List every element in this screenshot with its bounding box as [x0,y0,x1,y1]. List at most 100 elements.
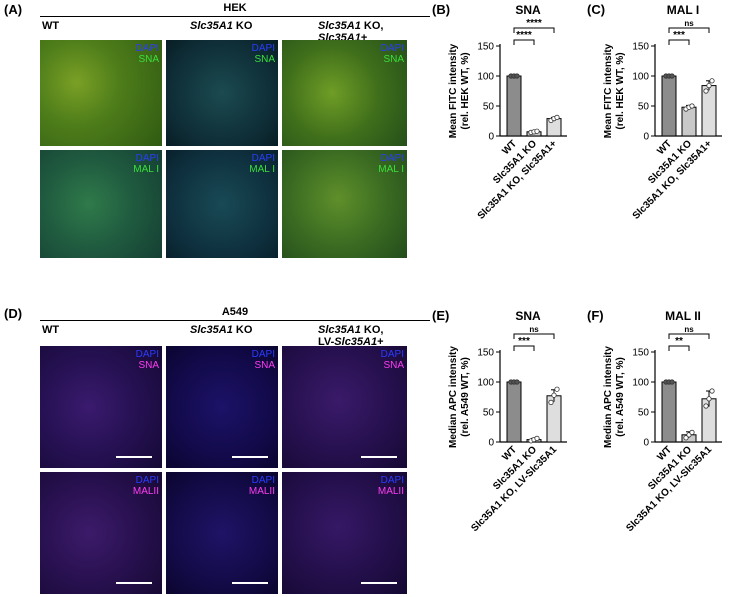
y-tick-label: 50 [483,408,495,419]
significance-label: *** [673,30,685,41]
stain-label-dapi: DAPI [135,349,159,360]
micrograph-a549-ko-sna: DAPI SNA [166,346,278,468]
data-point [706,396,712,402]
stain-label-mali: MAL I [249,164,275,175]
stain-label-malii: MALII [377,486,404,497]
significance-bracket [668,39,690,45]
significance-label: ns [684,19,694,28]
chart-title: MAL I [667,3,699,17]
data-point [689,103,695,109]
data-point [551,392,557,398]
data-point [669,73,675,79]
micrograph-hek-ko-sna: DAPI SNA [166,40,278,146]
chart-title: SNA [515,3,541,17]
significance-bracket [513,345,535,351]
column-label-ko: Slc35A1 KO [190,20,253,32]
y-axis-label: (rel. A549 WT, %) [460,357,471,437]
data-point [534,435,540,441]
panel-label-d: (D) [4,306,23,321]
y-axis-label: (rel. HEK WT, %) [460,52,471,129]
scale-bar [361,456,397,458]
scale-bar [232,582,268,584]
data-point [703,403,709,409]
micrograph-hek-wt-sna: DAPI SNA [40,40,162,146]
data-point [689,429,695,436]
micrograph-a549-wt-malii: DAPI MALII [40,472,162,594]
micrograph-hek-rescue-mali: DAPI MAL I [282,150,407,258]
x-tick-label: Slc35A1 KO, Slc35A1+ [476,138,560,222]
significance-label: ns [684,325,694,334]
stain-label-malii: MALII [248,486,275,497]
chart-e-sna: (E) SNA Median APC intensity (rel. A549 WT,… [432,308,567,534]
stain-label-dapi: DAPI [251,43,275,54]
significance-bracket [668,333,710,339]
stain-label-dapi: DAPI [135,475,159,486]
group-underline-a549 [40,320,430,321]
group-underline-hek [40,16,430,17]
y-tick-label: 0 [643,438,649,449]
stain-label-sna: SNA [254,360,275,371]
group-title-hek: HEK [223,2,247,14]
y-tick-label: 0 [488,438,494,449]
data-point [703,88,709,94]
stain-label-sna: SNA [138,54,159,65]
bar [661,381,677,443]
panel-label-a: (A) [4,2,23,17]
y-tick-label: 100 [632,72,649,83]
micrograph-hek-wt-mali: DAPI MAL I [40,150,162,258]
stain-label-sna: SNA [254,54,275,65]
stain-label-sna: SNA [383,360,404,371]
chart-title: SNA [515,309,541,323]
stain-label-dapi: DAPI [135,153,159,164]
x-tick-label: Slc35A1 KO, Slc35A1+ [631,138,715,222]
significance-label: ns [529,325,539,334]
stain-label-dapi: DAPI [380,43,404,54]
stain-label-mali: MAL I [133,164,159,175]
significance-bracket [513,333,555,339]
scale-bar [116,456,152,458]
y-tick-label: 100 [477,72,494,83]
y-tick-label: 150 [477,348,494,359]
bar [506,381,522,443]
data-point [706,83,712,89]
significance-label: ** [675,336,683,347]
y-axis-label: Median APC intensity [448,346,459,448]
stain-label-dapi: DAPI [135,43,159,54]
data-point [683,435,689,441]
micrograph-hek-rescue-sna: DAPI SNA [282,40,407,146]
y-tick-label: 150 [632,42,649,53]
micrograph-a549-ko-malii: DAPI MALII [166,472,278,594]
significance-label: **** [526,18,542,29]
chart-f-malii: (F) MAL II Median APC intensity (rel. A549 … [587,308,722,534]
chart-b-sna: (B) SNA Mean FITC intensity (rel. HEK WT, %… [432,2,567,222]
stain-label-dapi: DAPI [251,349,275,360]
panel-label: (E) [432,308,449,323]
scale-bar [232,456,268,458]
stain-label-sna: SNA [383,54,404,65]
column-label-ko: Slc35A1 KO [190,324,253,336]
scale-bar [116,582,152,584]
y-tick-label: 150 [632,348,649,359]
stain-label-mali: MAL I [378,164,404,175]
column-label-wt: WT [42,20,60,32]
y-tick-label: 150 [477,42,494,53]
x-tick-label: Slc35A1 KO, LV-Slc35A1 [624,444,714,534]
y-tick-label: 0 [643,132,649,143]
data-point [534,128,540,134]
data-point [554,114,560,121]
data-point [669,379,675,385]
y-axis-label: (rel. A549 WT, %) [615,357,626,437]
x-tick-label: Slc35A1 KO, LV-Slc35A1 [469,444,559,534]
y-axis-label: Mean FITC intensity [603,43,614,138]
stain-label-sna: SNA [138,360,159,371]
bar [681,106,697,137]
micrograph-a549-rescue-malii: DAPI MALII [282,472,407,594]
stain-label-dapi: DAPI [251,475,275,486]
group-title-a549: A549 [221,306,249,318]
bar [701,85,717,137]
y-tick-label: 0 [488,132,494,143]
scale-bar [361,582,397,584]
stain-label-malii: MALII [132,486,159,497]
data-point [709,388,715,394]
significance-bracket [668,27,710,33]
